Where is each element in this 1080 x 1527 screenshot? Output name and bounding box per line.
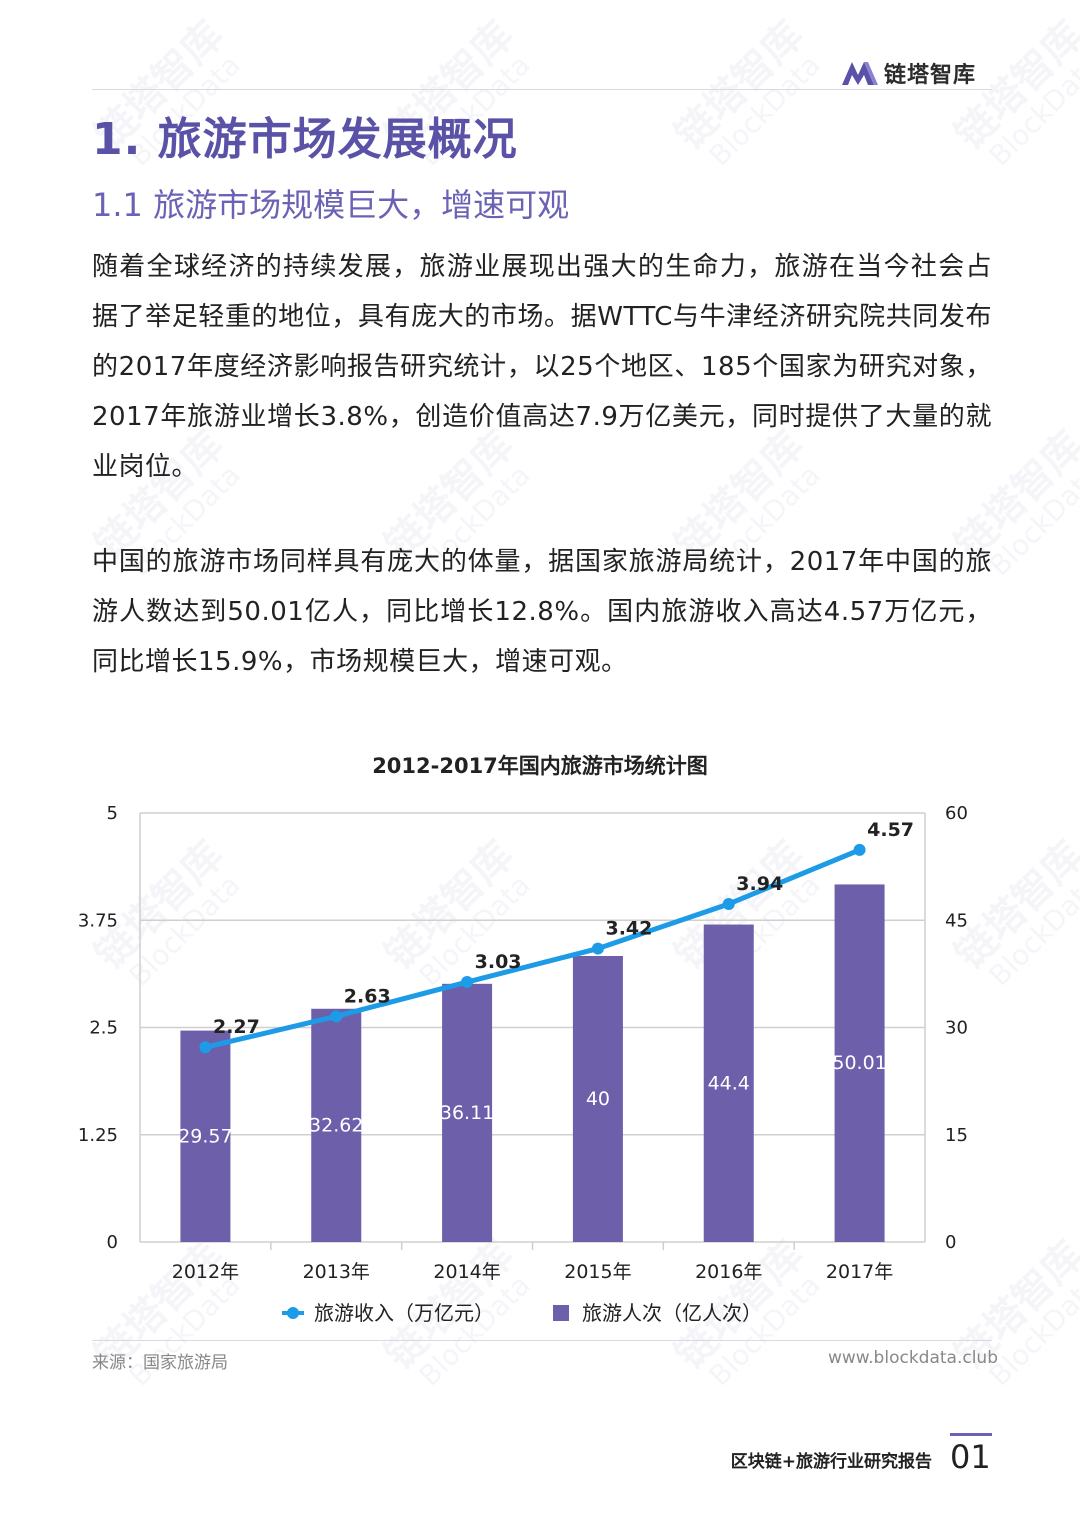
bar-value-label: 50.01 (832, 1052, 886, 1074)
y-right-tick: 0 (945, 1232, 956, 1253)
legend-bar-marker (553, 1305, 569, 1321)
y-right-tick: 60 (945, 803, 968, 824)
revenue-value-label: 3.42 (605, 918, 652, 940)
x-category-label: 2012年 (172, 1261, 239, 1283)
revenue-point (853, 843, 866, 856)
x-category-label: 2014年 (433, 1261, 500, 1283)
bar-value-label: 36.11 (440, 1102, 494, 1124)
watermark-en: BlockData (982, 48, 1080, 173)
chart-grid (139, 812, 926, 1250)
x-category-label: 2017年 (826, 1261, 893, 1283)
legend-visitors-label: 旅游人次（亿人次） (582, 1301, 762, 1325)
x-category-label: 2015年 (564, 1261, 631, 1283)
page-number-accent (950, 1433, 992, 1436)
chart-axes: 0 0 1.25 15 2.5 30 3.75 45 5 60 2012年 2013年 2014年 201… (78, 803, 968, 1283)
y-left-tick: 3.75 (78, 910, 118, 931)
report-title: 区块链+旅游行业研究报告 (730, 1452, 932, 1472)
website-url: www.blockdata.club (828, 1348, 998, 1368)
x-category-label: 2013年 (303, 1261, 370, 1283)
revenue-value-label: 2.27 (213, 1016, 260, 1038)
revenue-value-label: 4.57 (867, 819, 914, 841)
chart-bars: 29.57 32.62 36.11 40 44.4 50.01 (178, 884, 887, 1242)
bar-value-label: 29.57 (178, 1125, 232, 1147)
watermark: 链塔智库 BlockData (633, 0, 867, 213)
revenue-line (204, 847, 861, 1050)
revenue-point (591, 942, 604, 955)
revenue-point (199, 1041, 212, 1054)
tourism-market-chart: 2012-2017年国内旅游市场统计图 29.57 32.62 36.11 40 44.… (78, 754, 968, 1325)
page-number: 01 (950, 1438, 991, 1476)
body-paragraph-1: 随着全球经济的持续发展，旅游业展现出强大的生命力，旅游在当今社会占据了举足轻重的… (92, 252, 992, 482)
bar-visitors (311, 1008, 362, 1242)
y-left-tick: 5 (107, 803, 118, 824)
brand-logo: 链塔智库 (840, 58, 976, 88)
bar-visitors (572, 956, 623, 1242)
bar-value-label: 32.62 (309, 1114, 363, 1136)
source-divider (92, 1340, 992, 1341)
legend-line-dot (287, 1307, 299, 1319)
body-paragraph-2: 中国的旅游市场同样具有庞大的体量，据国家旅游局统计，2017年中国的旅游人数达到… (92, 547, 992, 677)
revenue-value-label: 3.94 (736, 873, 783, 895)
legend-revenue-label: 旅游收入（万亿元） (314, 1301, 494, 1325)
revenue-value-label: 3.03 (475, 951, 522, 973)
header-divider (92, 89, 992, 90)
brand-logo-icon (842, 62, 878, 85)
y-right-tick: 45 (945, 910, 968, 931)
y-right-tick: 30 (945, 1018, 968, 1039)
x-category-label: 2016年 (695, 1261, 762, 1283)
y-left-tick: 2.5 (89, 1018, 118, 1039)
watermark: 链塔智库 BlockData (913, 0, 1080, 213)
watermark-en: BlockData (702, 48, 827, 173)
revenue-point (330, 1010, 343, 1023)
bar-visitors (442, 983, 493, 1242)
bar-visitors (834, 884, 885, 1242)
watermark-cn: 链塔智库 (946, 12, 1080, 159)
watermark-cn: 链塔智库 (666, 12, 813, 159)
revenue-value-label: 2.63 (344, 985, 391, 1007)
chart-title: 2012-2017年国内旅游市场统计图 (372, 754, 708, 778)
section-title: 1. 旅游市场发展概况 (92, 114, 518, 165)
bar-visitors (180, 1030, 231, 1242)
logo-text: 链塔智库 (884, 63, 977, 88)
revenue-point (722, 897, 735, 910)
bar-value-label: 40 (586, 1088, 610, 1110)
y-left-tick: 0 (107, 1232, 118, 1253)
revenue-point (461, 976, 474, 989)
bar-visitors (703, 924, 754, 1242)
source-note: 来源：国家旅游局 (92, 1353, 228, 1373)
chart-legend: 旅游收入（万亿元） 旅游人次（亿人次） (282, 1301, 762, 1325)
chart-line: 2.27 2.63 3.03 3.42 3.94 4.57 (199, 819, 914, 1054)
subsection-title: 1.1 旅游市场规模巨大，增速可观 (92, 186, 570, 224)
y-left-tick: 1.25 (78, 1125, 118, 1146)
y-right-tick: 15 (945, 1125, 968, 1146)
bar-value-label: 44.4 (708, 1072, 750, 1094)
